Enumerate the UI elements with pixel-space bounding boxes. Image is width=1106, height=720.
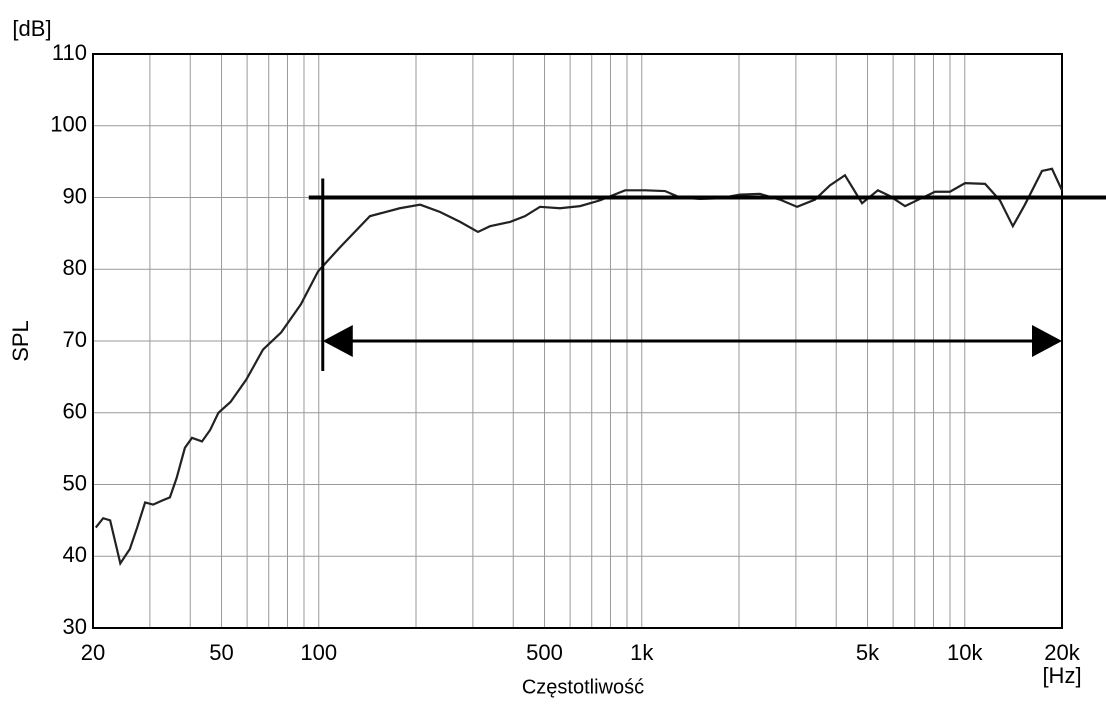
y-tick-label: 90 — [63, 183, 87, 208]
y-tick-label: 60 — [63, 399, 87, 424]
x-tick-label: 20 — [81, 640, 105, 665]
x-tick-label: 500 — [526, 640, 563, 665]
y-axis-label: SPL — [8, 320, 33, 362]
y-tick-label: 80 — [63, 255, 87, 280]
x-axis-label: Częstotliwość — [522, 676, 644, 698]
x-tick-label: 5k — [856, 640, 880, 665]
y-tick-label: 30 — [63, 614, 87, 639]
x-tick-label: 1k — [630, 640, 654, 665]
arrow-head-left — [322, 325, 353, 357]
x-tick-label: 50 — [209, 640, 233, 665]
x-unit: [Hz] — [1042, 663, 1081, 688]
x-tick-label: 20k — [1044, 640, 1080, 665]
x-tick-label: 100 — [300, 640, 337, 665]
y-tick-label: 100 — [50, 112, 87, 137]
y-tick-label: 110 — [52, 40, 87, 65]
y-tick-label: 40 — [63, 542, 87, 567]
y-tick-label: 70 — [63, 327, 87, 352]
y-unit: [dB] — [12, 16, 51, 41]
response-curve — [94, 167, 1063, 567]
arrow-head-right — [1032, 325, 1062, 357]
y-tick-label: 50 — [63, 470, 87, 495]
x-tick-label: 10k — [947, 640, 983, 665]
